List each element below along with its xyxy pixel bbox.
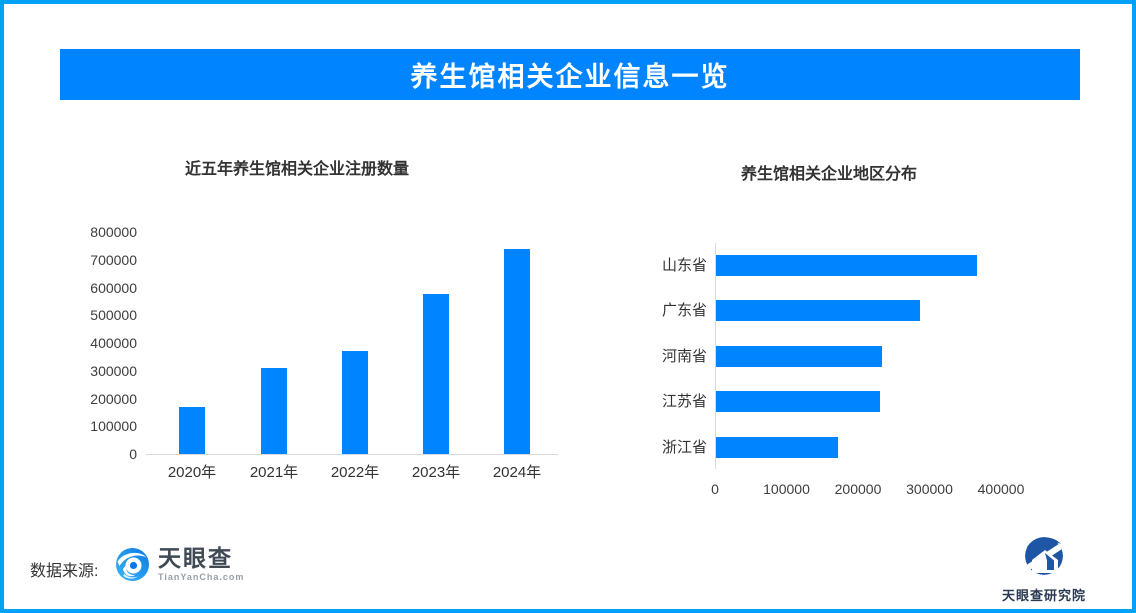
x-axis-tick-label: 200000: [834, 481, 882, 497]
bar-2020年: [179, 406, 205, 454]
y-axis-tick-label: 600000: [90, 279, 137, 296]
bar-2023年: [423, 294, 449, 454]
bar-2021年: [261, 367, 287, 454]
x-axis-category-label: 2020年: [167, 464, 217, 481]
y-axis-tick-label: 300000: [90, 362, 137, 379]
x-axis-tick-label: 300000: [906, 481, 953, 497]
bar-2024年: [504, 248, 530, 454]
research-institute-name: 天眼查研究院: [1001, 588, 1086, 603]
y-axis-category-label: 山东省: [661, 256, 707, 274]
bar-江苏省: [716, 391, 881, 412]
y-axis-tick-label: 400000: [90, 335, 137, 351]
right-chart-title: 养生馆相关企业地区分布: [741, 166, 918, 183]
x-axis-tick-label: 400000: [977, 481, 1025, 497]
y-axis-tick-label: 700000: [90, 251, 137, 268]
bar-河南省: [716, 345, 882, 367]
x-axis-tick-label: 100000: [763, 481, 810, 497]
y-axis-category-label: 广东省: [661, 302, 707, 319]
y-axis-line: [715, 243, 716, 469]
y-axis-tick-label: 200000: [90, 390, 137, 407]
y-axis-category-label: 河南省: [661, 347, 707, 365]
bar-2022年: [342, 351, 368, 454]
x-axis-category-label: 2021年: [249, 464, 299, 481]
x-axis-category-label: 2023年: [411, 464, 461, 481]
page-title: 养生馆相关企业信息一览: [410, 62, 730, 92]
bar-浙江省: [716, 436, 838, 458]
research-institute-logo: 天眼查研究院: [996, 533, 1092, 604]
y-axis-tick-label: 800000: [90, 224, 137, 240]
tianyancha-logo-name: 天眼查: [158, 545, 233, 571]
x-axis-tick-label: 0: [711, 481, 719, 497]
x-axis-category-label: 2024年: [492, 464, 542, 481]
left-chart-title: 近五年养生馆相关企业注册数量: [185, 161, 410, 178]
tianyancha-eye-icon: [114, 546, 151, 588]
research-institute-icon: [1022, 533, 1066, 582]
y-axis-tick-label: 500000: [90, 307, 137, 324]
y-axis-tick-label: 100000: [90, 418, 137, 435]
tianyancha-logo: 天眼查 TianYanCha.com: [114, 546, 244, 588]
bar-广东省: [716, 300, 920, 321]
x-axis-line: [146, 454, 558, 455]
bar-山东省: [716, 254, 977, 276]
banner: 养生馆相关企业信息一览: [60, 49, 1080, 100]
y-axis-category-label: 浙江省: [661, 438, 707, 456]
y-axis-tick-label: 0: [129, 446, 137, 462]
y-axis-category-label: 江苏省: [661, 393, 707, 410]
tianyancha-logo-domain: TianYanCha.com: [158, 572, 245, 582]
data-source-label: 数据来源:: [30, 563, 99, 580]
x-axis-category-label: 2022年: [330, 464, 380, 481]
